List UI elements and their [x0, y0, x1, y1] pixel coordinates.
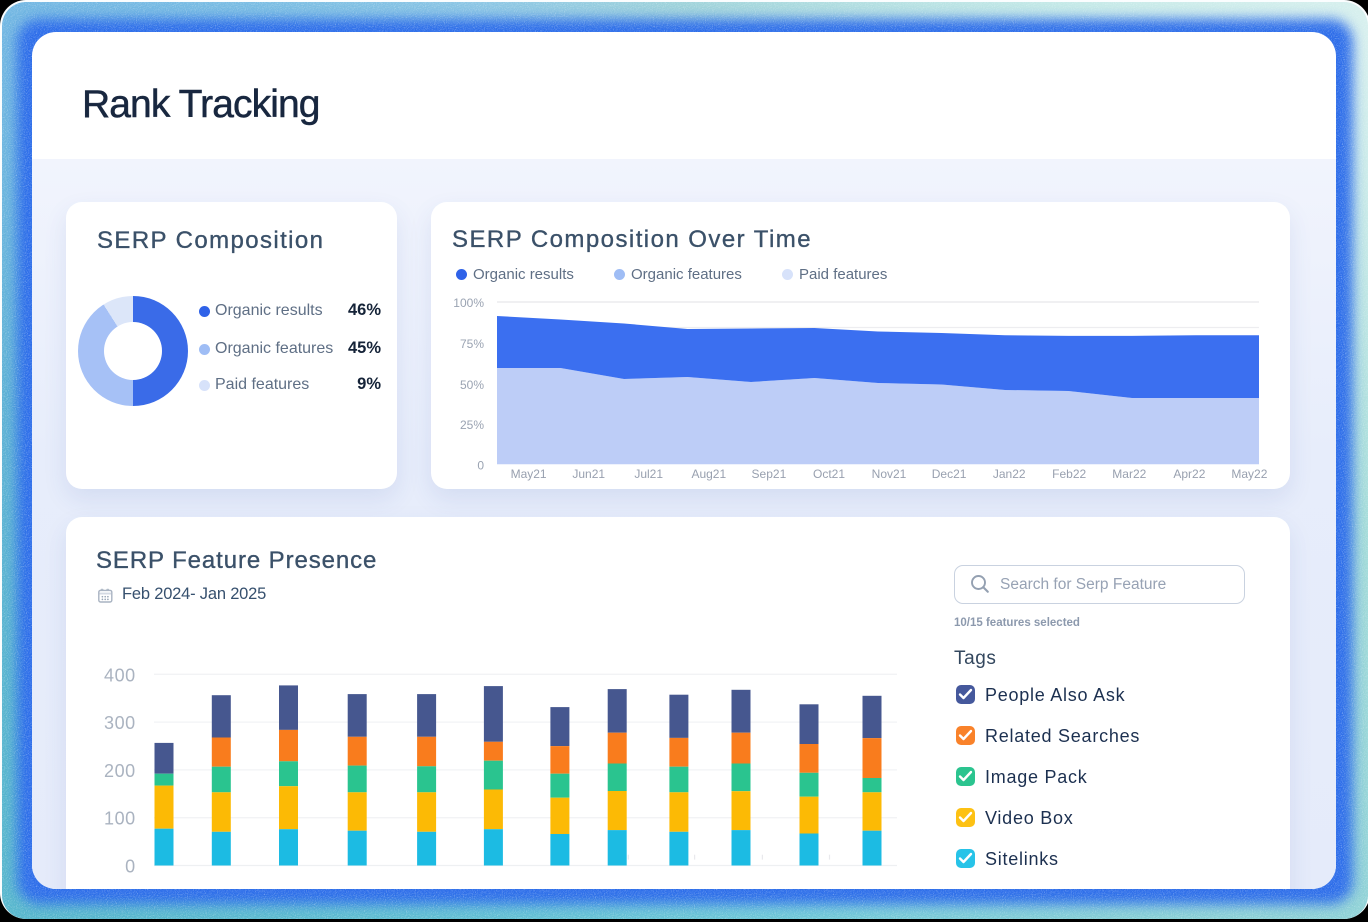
- svg-text:100: 100: [104, 809, 136, 829]
- svg-text:May21: May21: [511, 467, 547, 481]
- svg-text:Feb22: Feb22: [1052, 467, 1086, 481]
- svg-text:0: 0: [477, 459, 484, 473]
- svg-text:200: 200: [104, 761, 136, 781]
- svg-text:100%: 100%: [453, 296, 484, 310]
- svg-text:Sep21: Sep21: [752, 467, 787, 481]
- svg-text:Mar22: Mar22: [1112, 467, 1146, 481]
- svg-text:May22: May22: [1231, 467, 1267, 481]
- svg-text:25%: 25%: [460, 418, 484, 432]
- svg-text:300: 300: [104, 713, 136, 733]
- svg-text:Aug21: Aug21: [691, 467, 726, 481]
- svg-text:Jun21: Jun21: [572, 467, 605, 481]
- svg-text:50%: 50%: [460, 378, 484, 392]
- svg-text:Oct21: Oct21: [813, 467, 845, 481]
- svg-text:0: 0: [125, 857, 136, 877]
- svg-text:75%: 75%: [460, 337, 484, 351]
- svg-text:400: 400: [104, 665, 136, 685]
- svg-text:Jul21: Jul21: [634, 467, 663, 481]
- svg-text:Apr22: Apr22: [1173, 467, 1205, 481]
- svg-text:Nov21: Nov21: [872, 467, 907, 481]
- svg-text:Jan22: Jan22: [993, 467, 1026, 481]
- svg-text:Dec21: Dec21: [932, 467, 967, 481]
